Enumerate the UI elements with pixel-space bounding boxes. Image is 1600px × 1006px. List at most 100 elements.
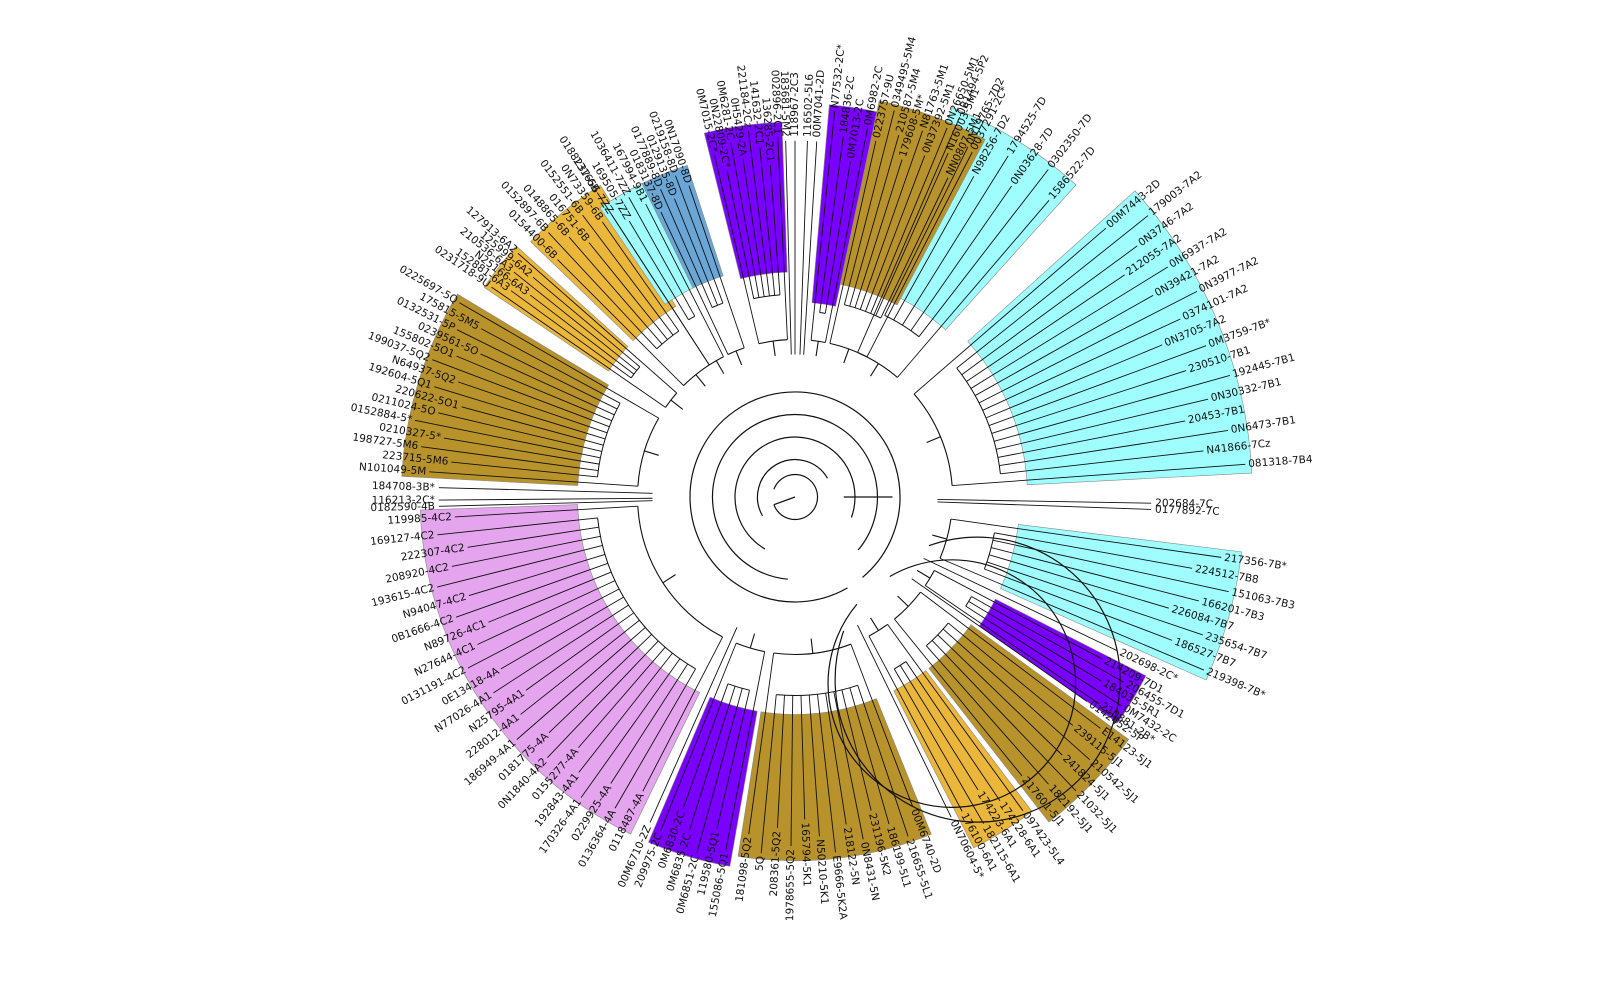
tip-branch bbox=[568, 236, 663, 345]
tip-label: 202684-7C bbox=[1155, 497, 1213, 510]
tip-branch bbox=[948, 622, 1074, 726]
tip-branch bbox=[726, 170, 755, 299]
tip-branch bbox=[493, 604, 629, 694]
tip-branch bbox=[950, 518, 1222, 558]
tip-branch bbox=[611, 215, 710, 366]
tip-branch bbox=[849, 687, 890, 825]
tip-branch bbox=[910, 185, 1012, 331]
clade-arc bbox=[924, 570, 935, 586]
tip-branch bbox=[817, 694, 836, 853]
tip-branch bbox=[985, 344, 1163, 419]
clade-wedge-cyan-right-a bbox=[967, 190, 1253, 486]
tip-branch bbox=[978, 291, 1198, 404]
tip-branch bbox=[688, 185, 745, 349]
tip-branch bbox=[716, 690, 750, 829]
clade-wedge-gold-lower-right bbox=[893, 670, 1033, 849]
tip-branch bbox=[952, 463, 1246, 487]
tip-branch bbox=[675, 175, 724, 304]
tip-label: 181098-5Q2 bbox=[734, 836, 755, 903]
tip-branch bbox=[808, 694, 820, 837]
clade-arc bbox=[956, 367, 1001, 474]
tip-label: N50210-5K1 bbox=[814, 839, 831, 905]
tip-branch bbox=[467, 526, 599, 548]
clade-arc bbox=[983, 532, 995, 570]
tip-branch bbox=[660, 642, 737, 831]
tip-branch bbox=[777, 137, 788, 340]
tip-branch bbox=[525, 612, 635, 691]
tip-branch bbox=[937, 499, 1152, 504]
tip-branch bbox=[520, 619, 640, 715]
tip-label: 118967-2C3 bbox=[789, 72, 801, 137]
tip-branch bbox=[742, 158, 765, 297]
clade-arc bbox=[758, 339, 788, 345]
backbone-arc bbox=[827, 559, 1077, 808]
tip-branch bbox=[937, 501, 1152, 510]
tip-branch bbox=[920, 591, 1101, 729]
tip-branch bbox=[923, 557, 1117, 651]
tip-label: 219398-7B* bbox=[1204, 666, 1267, 702]
clade-arc bbox=[727, 347, 745, 355]
clade-arc bbox=[637, 506, 723, 638]
tip-branch bbox=[854, 159, 903, 308]
tip-branch bbox=[989, 554, 1169, 609]
tip-branch bbox=[901, 155, 1009, 326]
tip-label: 119985-4C2 bbox=[387, 511, 452, 527]
tip-branch bbox=[547, 640, 659, 759]
tip-branch bbox=[760, 694, 777, 854]
clade-wedge-steelblue-upper-left bbox=[641, 164, 724, 289]
tip-branch bbox=[926, 645, 1049, 785]
tree-branches bbox=[414, 110, 1246, 854]
clade-stem bbox=[815, 341, 819, 357]
backbone-arc bbox=[689, 391, 901, 603]
tip-branch bbox=[649, 626, 738, 823]
tip-branch bbox=[588, 242, 668, 340]
clade-stem bbox=[715, 360, 725, 374]
tip-label: 081318-7B4 bbox=[1248, 453, 1313, 470]
tip-label: 5Q bbox=[754, 856, 767, 872]
tip-branch bbox=[438, 412, 602, 452]
tip-branch bbox=[824, 128, 868, 343]
tip-branch bbox=[748, 652, 775, 835]
tip-branch bbox=[491, 286, 666, 408]
tip-branch bbox=[984, 568, 1173, 641]
tip-branch bbox=[857, 624, 952, 818]
tip-branch bbox=[894, 618, 1023, 777]
backbone-arc bbox=[734, 436, 856, 550]
tip-label: 002896-2C1 bbox=[769, 70, 784, 135]
tip-branch bbox=[961, 245, 1138, 376]
tip-branch bbox=[660, 211, 729, 355]
tip-branch bbox=[925, 585, 1100, 704]
tip-branch bbox=[997, 420, 1186, 458]
tip-branch bbox=[993, 375, 1230, 442]
tip-branch bbox=[893, 176, 975, 321]
clade-wedge-purple-bottom bbox=[648, 696, 758, 867]
tip-branch bbox=[971, 596, 1125, 683]
clade-wedge-purple-top-a bbox=[703, 121, 788, 280]
tip-branch bbox=[548, 634, 653, 734]
clade-wedges bbox=[401, 100, 1253, 867]
tip-branch bbox=[714, 155, 760, 344]
clade-arc bbox=[939, 519, 952, 559]
clade-stem bbox=[926, 436, 941, 443]
clade-stem bbox=[916, 569, 931, 579]
tip-branch bbox=[437, 545, 603, 588]
clade-stem bbox=[897, 595, 909, 607]
tip-branch bbox=[730, 142, 760, 298]
tip-branch bbox=[857, 685, 909, 837]
tip-branch bbox=[548, 232, 658, 350]
clade-arc bbox=[656, 330, 680, 350]
tip-branch bbox=[421, 446, 599, 471]
clade-arc bbox=[665, 392, 678, 408]
tip-branch bbox=[999, 430, 1228, 467]
clade-arc bbox=[727, 683, 750, 691]
tip-branch bbox=[841, 689, 872, 811]
tip-label: 208361-5Q2 bbox=[768, 831, 783, 897]
tip-branch bbox=[682, 683, 729, 809]
tip-branch bbox=[939, 557, 1205, 671]
tip-branch bbox=[850, 644, 914, 807]
tip-branch bbox=[759, 147, 776, 296]
clade-arc bbox=[708, 356, 724, 366]
tip-branch bbox=[516, 627, 646, 740]
tip-branch bbox=[457, 381, 608, 434]
tip-branch bbox=[829, 140, 877, 344]
